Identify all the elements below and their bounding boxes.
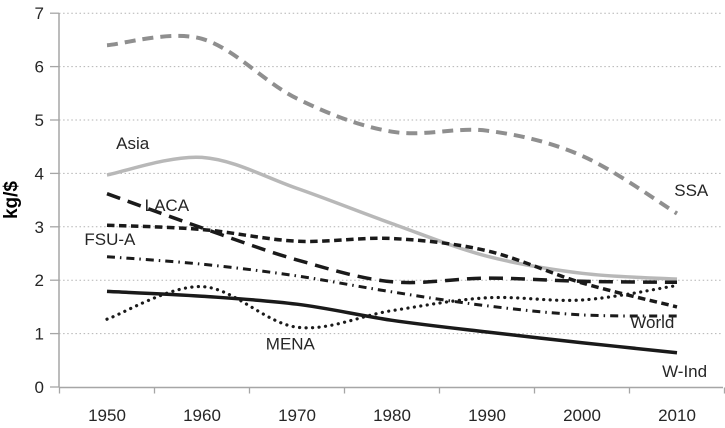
series-lines — [105, 33, 679, 355]
x-tick-label-1950: 1950 — [88, 406, 126, 425]
y-tick-label-4: 4 — [35, 164, 44, 183]
series-label-asia: Asia — [116, 134, 150, 153]
y-tick-label-2: 2 — [35, 271, 44, 290]
series-line-ssa — [106, 33, 679, 216]
y-tick-label-1: 1 — [35, 325, 44, 344]
x-tick-label-1970: 1970 — [278, 406, 316, 425]
x-tick-label-1960: 1960 — [183, 406, 221, 425]
series-line-laca — [106, 192, 678, 285]
y-axis-title: kg/$ — [1, 181, 22, 219]
y-tick-label-5: 5 — [35, 111, 44, 130]
x-tick-label-1990: 1990 — [468, 406, 506, 425]
axes — [50, 12, 725, 394]
x-tick-label-2010: 2010 — [658, 406, 696, 425]
series-labels: Asia LACA FSU-A MENA World W-Ind SSA — [84, 134, 709, 381]
gridlines — [59, 12, 723, 335]
x-tick-label-1980: 1980 — [373, 406, 411, 425]
series-line-fsu-a — [106, 223, 678, 309]
y-tick-label-0: 0 — [35, 378, 44, 397]
series-line-world — [106, 255, 678, 318]
series-label-ssa: SSA — [674, 181, 709, 200]
series-line-mena — [105, 283, 679, 330]
y-tick-label-3: 3 — [35, 218, 44, 237]
x-tick-label-2000: 2000 — [563, 406, 601, 425]
series-label-world: World — [630, 313, 674, 332]
series-line-w-ind — [106, 289, 678, 355]
axis-tick-labels: 0 1 2 3 4 5 6 7 1950 1960 1970 1980 1990 2000 2010 — [35, 4, 696, 425]
y-tick-label-6: 6 — [35, 58, 44, 77]
series-line-asia — [106, 155, 678, 281]
series-label-fsu-a: FSU-A — [84, 230, 136, 249]
series-label-mena: MENA — [266, 335, 316, 354]
series-label-laca: LACA — [145, 196, 190, 215]
series-label-w-ind: W-Ind — [662, 362, 707, 381]
y-tick-label-7: 7 — [35, 4, 44, 23]
